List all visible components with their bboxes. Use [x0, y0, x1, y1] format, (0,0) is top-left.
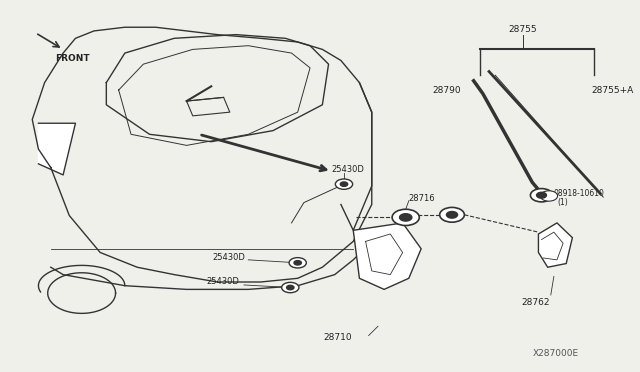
- Polygon shape: [38, 123, 76, 175]
- Circle shape: [440, 208, 465, 222]
- Text: 28762: 28762: [521, 298, 550, 307]
- Polygon shape: [353, 223, 421, 289]
- Text: X287000E: X287000E: [532, 350, 579, 359]
- Text: FRONT: FRONT: [55, 54, 90, 63]
- Circle shape: [287, 285, 294, 290]
- Circle shape: [294, 260, 301, 265]
- Circle shape: [399, 214, 412, 221]
- Text: 25430D: 25430D: [212, 253, 245, 263]
- Text: 08918-10610: 08918-10610: [554, 189, 605, 198]
- Text: 25430D: 25430D: [332, 165, 365, 174]
- Text: 25430D: 25430D: [206, 278, 239, 286]
- Circle shape: [531, 189, 552, 202]
- Circle shape: [335, 179, 353, 189]
- Circle shape: [289, 258, 307, 268]
- Text: 28755: 28755: [509, 25, 538, 33]
- Text: 28710: 28710: [323, 333, 352, 342]
- Text: 28790: 28790: [433, 86, 461, 94]
- Circle shape: [536, 192, 547, 198]
- Text: 28716: 28716: [409, 195, 435, 203]
- Polygon shape: [538, 223, 572, 267]
- Circle shape: [392, 209, 419, 225]
- Circle shape: [540, 191, 557, 201]
- Circle shape: [447, 211, 458, 218]
- Circle shape: [282, 282, 299, 293]
- Text: (1): (1): [557, 198, 568, 207]
- Circle shape: [340, 182, 348, 186]
- Text: N: N: [547, 193, 552, 199]
- Text: 28755+A: 28755+A: [591, 86, 633, 94]
